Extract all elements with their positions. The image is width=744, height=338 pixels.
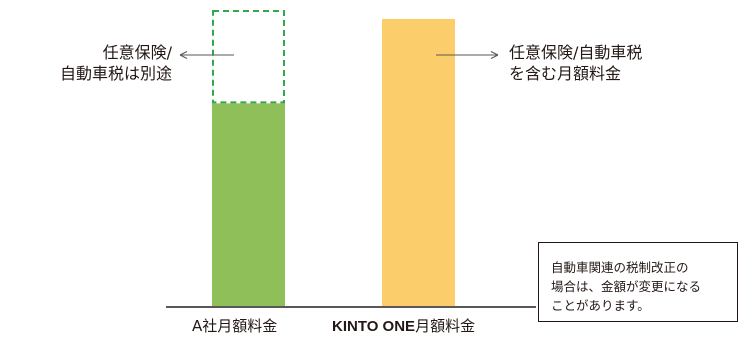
bar-a-company-extras-dashed — [212, 9, 285, 104]
tax-change-footnote: 自動車関連の税制改正の 場合は、金額が変更になる ことがあります。 — [538, 242, 738, 322]
bar-kinto-one — [382, 18, 455, 308]
x-tick-label-kinto-one: KINTO ONE月額料金 — [332, 316, 475, 337]
a-company-extras-annotation-line-1: 任意保険/ — [102, 43, 172, 62]
x-tick-label-a-company: A社月額料金 — [192, 316, 277, 337]
kinto-inclusive-leader-arrowhead — [490, 51, 499, 59]
x-tick-label-kinto-one-text: 月額料金 — [415, 317, 476, 335]
x-tick-label-a-company-text: A社月額料金 — [192, 317, 278, 335]
footnote-line-1: 自動車関連の税制改正の — [551, 260, 689, 275]
kinto-inclusive-annotation-line-2: を含む月額料金 — [509, 64, 622, 83]
a-company-extras-leader-arrowhead — [179, 51, 188, 59]
footnote-line-3: ことがあります。 — [551, 298, 650, 313]
x-tick-label-kinto-one-bold: KINTO ONE — [332, 318, 416, 335]
a-company-extras-annotation-line-2: 自動車税は別途 — [59, 64, 172, 83]
a-company-extras-annotation: 任意保険/ 自動車税は別途 — [40, 42, 172, 84]
bar-a-company-base — [212, 103, 285, 307]
kinto-inclusive-annotation-line-1: 任意保険/自動車税 — [509, 43, 643, 62]
kinto-inclusive-annotation: 任意保険/自動車税 を含む月額料金 — [509, 42, 642, 84]
footnote-line-2: 場合は、金額が変更になる — [551, 279, 702, 294]
